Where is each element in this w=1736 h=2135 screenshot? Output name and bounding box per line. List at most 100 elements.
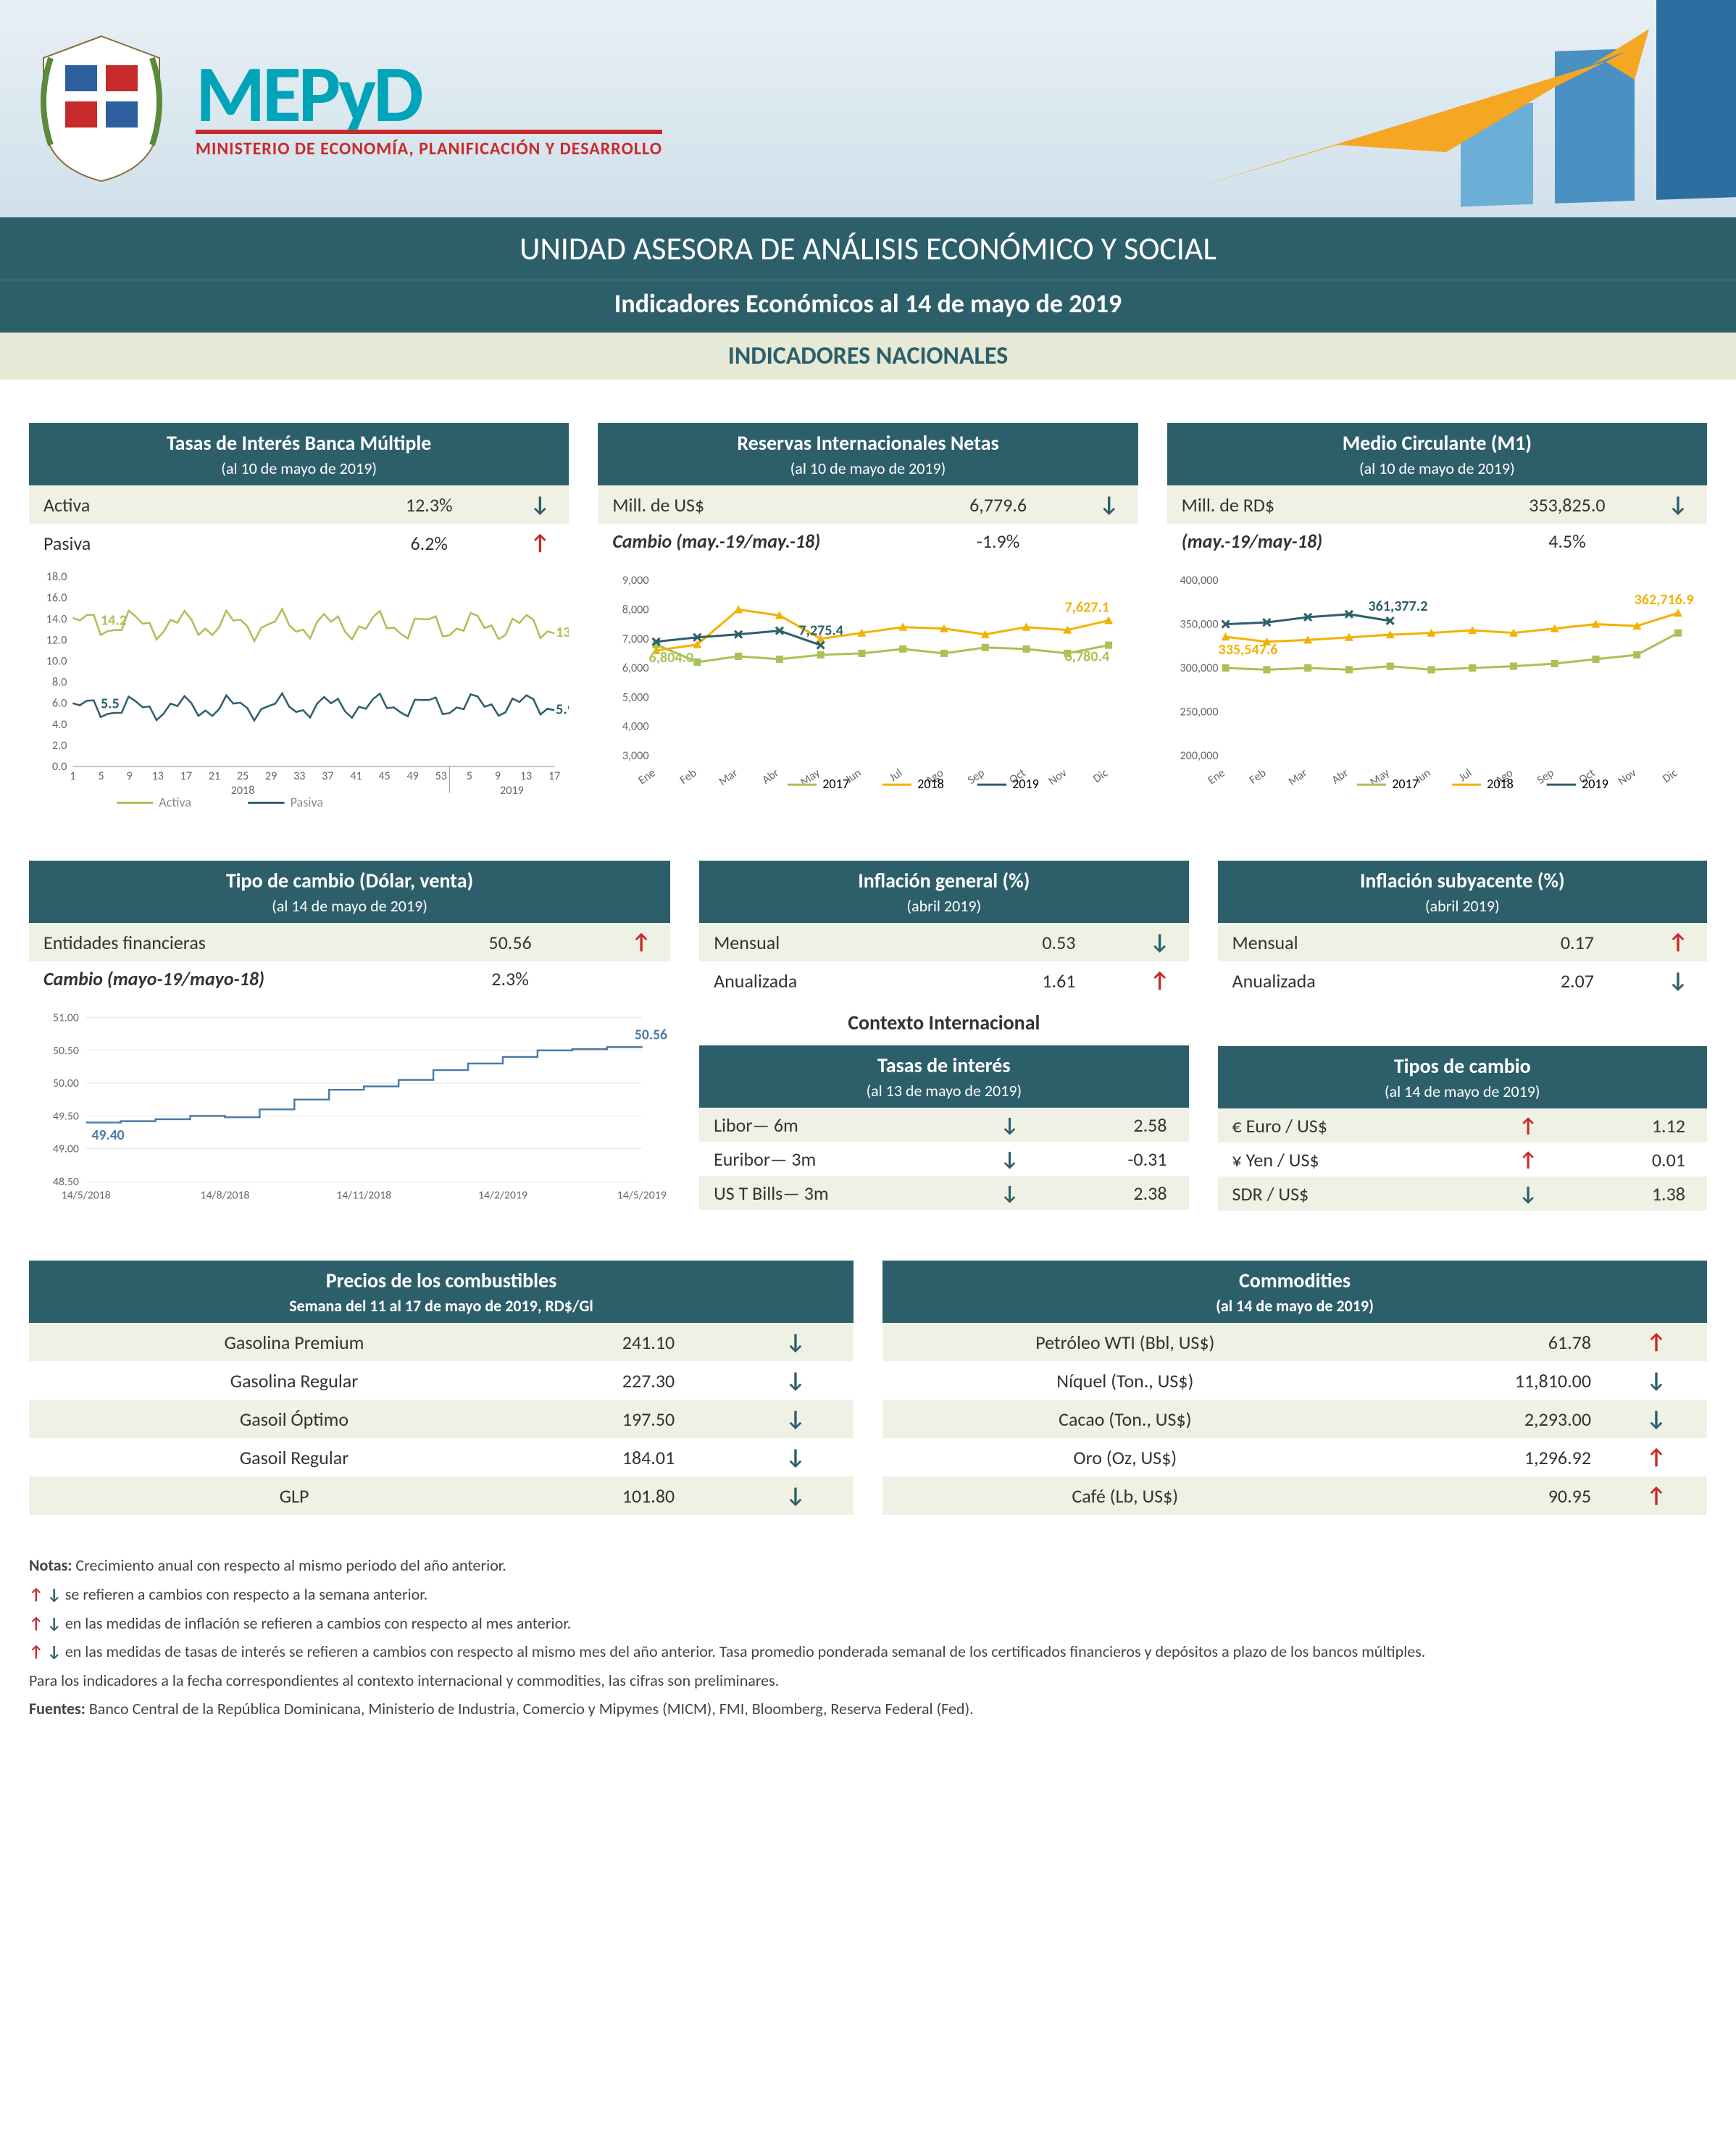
list-row: Níquel (Ton., US$) 11,810.00 ↓ — [882, 1361, 1707, 1400]
ctx-value: 2.58 — [1028, 1114, 1174, 1137]
list-row: Oro (Oz, US$) 1,296.92 ↑ — [882, 1438, 1707, 1476]
svg-text:17: 17 — [180, 769, 192, 783]
svg-text:4.0: 4.0 — [52, 718, 67, 732]
card-combustibles: Precios de los combustibles Semana del 1… — [29, 1261, 854, 1515]
svg-text:14/8/2018: 14/8/2018 — [200, 1189, 249, 1203]
card-title: Medio Circulante (M1) — [1167, 423, 1707, 459]
card-date: (abril 2019) — [699, 896, 1188, 923]
stat-value: 6.2% — [333, 532, 525, 555]
note-line: se refieren a cambios con respecto a la … — [65, 1584, 427, 1604]
row-label: Gasoil Regular — [58, 1446, 530, 1469]
note-line: en las medidas de tasas de interés se re… — [65, 1642, 1426, 1661]
row-label: Gasolina Premium — [58, 1331, 530, 1354]
card-commodities: Commodities (al 14 de mayo de 2019) Petr… — [882, 1261, 1707, 1515]
list-row: Gasoil Óptimo 197.50 ↓ — [29, 1400, 854, 1438]
stat-value: 50.56 — [393, 931, 627, 954]
row-label: Cacao (Ton., US$) — [911, 1408, 1339, 1431]
ctx-label: SDR / US$ — [1232, 1182, 1511, 1206]
svg-text:45: 45 — [378, 769, 390, 783]
card-ctx-tasas: Tasas de interés (al 13 de mayo de 2019)… — [699, 1045, 1188, 1210]
stat-value: 2.3% — [393, 967, 627, 990]
page-subtitle: Indicadores Económicos al 14 de mayo de … — [0, 280, 1736, 333]
svg-text:17: 17 — [548, 769, 560, 783]
stat-value: 12.3% — [333, 493, 525, 517]
svg-text:2018: 2018 — [917, 776, 944, 792]
trend-arrow-icon: ↓ — [767, 1482, 825, 1509]
note-line: en las medidas de inflación se refieren … — [65, 1613, 571, 1633]
brand-subtitle: MINISTERIO DE ECONOMÍA, PLANIFICACIÓN Y … — [196, 130, 662, 159]
svg-text:3,000: 3,000 — [622, 749, 649, 763]
list-row: Cacao (Ton., US$) 2,293.00 ↓ — [882, 1400, 1707, 1438]
list-row: GLP 101.80 ↓ — [29, 1476, 854, 1515]
ctx-label: € Euro / US$ — [1232, 1114, 1511, 1137]
card-inflacion-general: Inflación general (%) (abril 2019) Mensu… — [699, 861, 1188, 1000]
stat-row: Anualizada 1.61 ↑ — [699, 961, 1188, 1000]
svg-text:2018: 2018 — [231, 784, 255, 798]
svg-text:49.50: 49.50 — [53, 1110, 79, 1124]
card-date: (al 14 de mayo de 2019) — [29, 896, 670, 923]
stat-label: Cambio (may.-19/may.-18) — [612, 530, 901, 553]
card-date: (al 14 de mayo de 2019) — [882, 1296, 1707, 1323]
card-title: Tipos de cambio — [1218, 1046, 1707, 1082]
svg-text:8,000: 8,000 — [622, 603, 649, 617]
svg-text:12.0: 12.0 — [46, 633, 67, 647]
svg-text:362,716.9: 362,716.9 — [1634, 591, 1693, 609]
contexto-title: Contexto Internacional — [699, 1000, 1188, 1045]
svg-text:49.00: 49.00 — [53, 1142, 79, 1156]
svg-text:14/5/2018: 14/5/2018 — [62, 1189, 111, 1203]
header-banner: MEPyD MINISTERIO DE ECONOMÍA, PLANIFICAC… — [0, 0, 1736, 217]
stat-label: Pasiva — [43, 532, 333, 555]
stat-value: 1.61 — [972, 969, 1145, 993]
svg-text:0.0: 0.0 — [52, 760, 67, 774]
card-title: Inflación general (%) — [699, 861, 1188, 896]
trend-arrow-icon: ↓ — [1635, 1367, 1678, 1394]
svg-text:50.00: 50.00 — [53, 1077, 79, 1090]
svg-text:5.5: 5.5 — [101, 695, 120, 713]
trend-arrow-icon: ↑ — [525, 530, 554, 556]
svg-text:300,000: 300,000 — [1180, 661, 1218, 675]
svg-text:49.40: 49.40 — [92, 1127, 125, 1144]
row-value: 11,810.00 — [1339, 1369, 1635, 1392]
stat-row: Mill. de RD$ 353,825.0 ↓ — [1167, 485, 1707, 524]
row-value: 1,296.92 — [1339, 1446, 1635, 1469]
card-date: (al 10 de mayo de 2019) — [29, 459, 569, 485]
trend-arrow-icon: ↓ — [992, 1112, 1028, 1137]
card-date: (al 10 de mayo de 2019) — [598, 459, 1138, 485]
card-date: (al 14 de mayo de 2019) — [1218, 1082, 1707, 1108]
svg-text:7,000: 7,000 — [622, 632, 649, 646]
trend-arrow-icon: ↑ — [1635, 1444, 1678, 1471]
trend-arrow-icon: ↓ — [1145, 929, 1174, 956]
row-label: Gasoil Óptimo — [58, 1408, 530, 1431]
list-row: Gasolina Premium 241.10 ↓ — [29, 1323, 854, 1361]
svg-text:9: 9 — [495, 769, 501, 783]
svg-text:9,000: 9,000 — [622, 574, 649, 588]
svg-text:Pasiva: Pasiva — [291, 794, 323, 810]
trend-arrow-icon: ↓ — [992, 1146, 1028, 1171]
svg-text:Mar: Mar — [1286, 766, 1310, 788]
svg-text:2019: 2019 — [500, 784, 524, 798]
svg-text:Abr: Abr — [1329, 766, 1351, 787]
chart-tipo-cambio: 48.5049.0049.5050.0050.5051.0049.4050.56… — [29, 1003, 670, 1217]
svg-text:2019: 2019 — [1012, 776, 1039, 792]
svg-text:Abr: Abr — [760, 766, 782, 787]
svg-text:2.0: 2.0 — [52, 739, 67, 753]
svg-text:21: 21 — [209, 769, 220, 783]
ctx-label: US T Bills— 3m — [714, 1182, 992, 1205]
stat-row: Entidades financieras 50.56 ↑ — [29, 923, 670, 961]
stat-row: (may.-19/may-18) 4.5% — [1167, 524, 1707, 559]
svg-text:Ene: Ene — [636, 766, 659, 788]
svg-text:16.0: 16.0 — [46, 591, 67, 605]
svg-text:Dic: Dic — [1091, 766, 1111, 785]
trend-arrow-icon: ↓ — [767, 1329, 825, 1355]
ctx-value: 1.38 — [1546, 1182, 1693, 1206]
stat-value: 6,779.6 — [902, 493, 1095, 517]
svg-text:13: 13 — [152, 769, 164, 783]
svg-text:6.0: 6.0 — [52, 697, 67, 711]
trend-arrow-icon: ↑ — [1635, 1482, 1678, 1509]
trend-arrow-icon: ↓ — [767, 1367, 825, 1394]
stat-row: Anualizada 2.07 ↓ — [1218, 961, 1707, 1000]
stat-row: Cambio (mayo-19/mayo-18) 2.3% — [29, 961, 670, 996]
note-line: Crecimiento anual con respecto al mismo … — [75, 1555, 506, 1575]
trend-arrow-icon: ↓ — [767, 1405, 825, 1432]
row-value: 197.50 — [530, 1408, 767, 1431]
